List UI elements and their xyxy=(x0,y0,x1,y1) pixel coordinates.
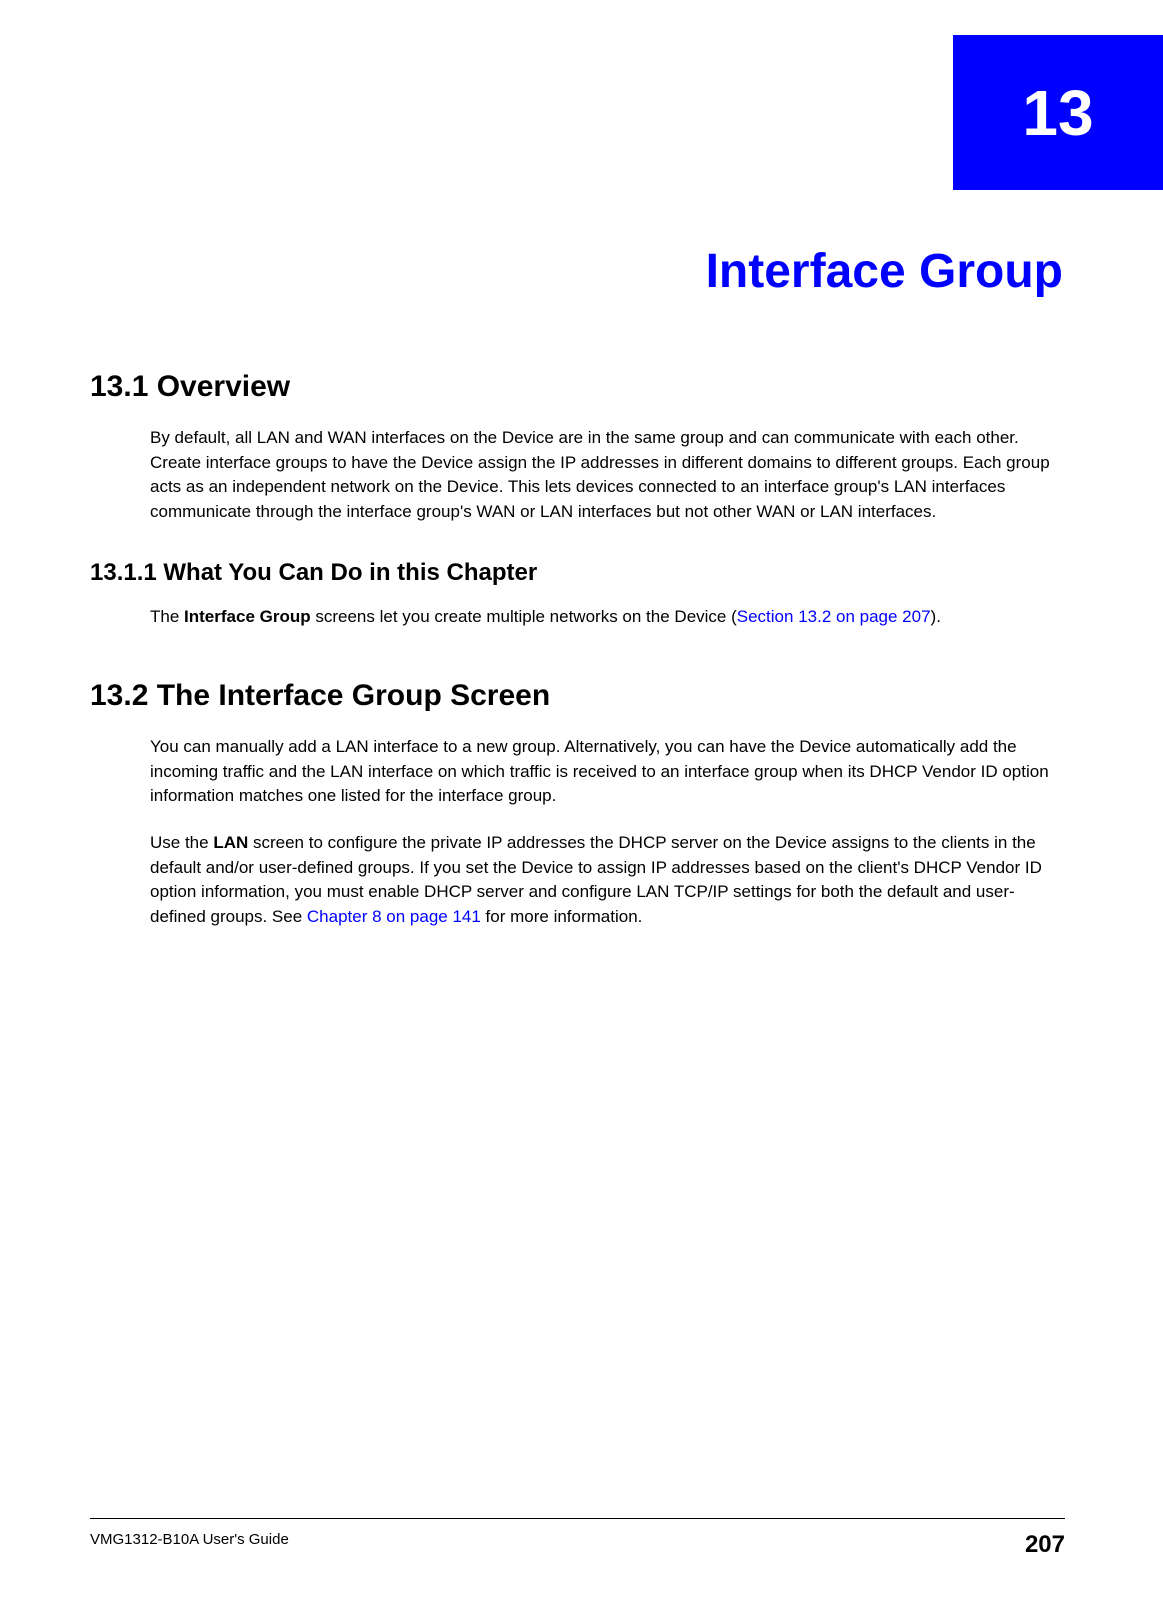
footer-guide-name: VMG1312-B10A User's Guide xyxy=(90,1531,289,1559)
footer-page-number: 207 xyxy=(1025,1531,1065,1559)
section-13-1-para1: By default, all LAN and WAN interfaces o… xyxy=(150,426,1063,525)
section-13-2-heading: 13.2 The Interface Group Screen xyxy=(90,679,1063,713)
chapter-number: 13 xyxy=(1022,76,1093,150)
section-13-2-para1: You can manually add a LAN interface to … xyxy=(150,735,1063,809)
text-fragment: ). xyxy=(931,607,941,626)
text-fragment: Use the xyxy=(150,833,213,852)
text-bold: LAN xyxy=(213,833,248,852)
section-13-1-1-para: The Interface Group screens let you crea… xyxy=(150,605,1063,630)
text-bold: Interface Group xyxy=(184,607,311,626)
content-area: 13.1 Overview By default, all LAN and WA… xyxy=(90,370,1063,980)
section-13-1-1-heading: 13.1.1 What You Can Do in this Chapter xyxy=(90,559,1063,587)
chapter-label: CHAPTER xyxy=(794,73,933,96)
chapter-title: Interface Group xyxy=(0,244,1063,299)
chapter-tab: 13 xyxy=(953,35,1163,190)
page-footer: VMG1312-B10A User's Guide 207 xyxy=(90,1518,1065,1559)
section-13-2-para2: Use the LAN screen to configure the priv… xyxy=(150,831,1063,930)
text-fragment: for more information. xyxy=(481,907,643,926)
section-13-1-heading: 13.1 Overview xyxy=(90,370,1063,404)
xref-link[interactable]: Section 13.2 on page 207 xyxy=(737,607,931,626)
xref-link[interactable]: Chapter 8 on page 141 xyxy=(307,907,481,926)
text-fragment: The xyxy=(150,607,184,626)
text-fragment: screens let you create multiple networks… xyxy=(311,607,737,626)
